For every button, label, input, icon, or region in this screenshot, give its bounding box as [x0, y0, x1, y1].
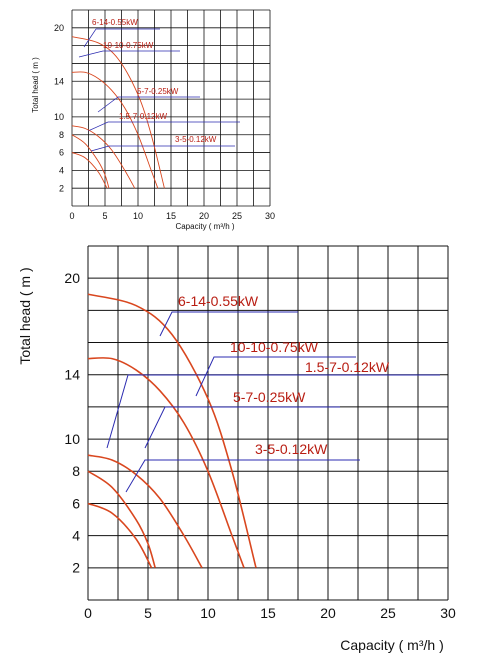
- series-line-3: [71, 125, 136, 189]
- series-label: 5-7-0.25kW: [233, 389, 306, 405]
- x-axis-title: Capacity ( m³/h ): [175, 222, 234, 231]
- series-line-0: [71, 36, 165, 189]
- series-leader-line: [97, 96, 200, 113]
- y-tick-label: 8: [72, 463, 80, 479]
- x-tick-label: 0: [69, 211, 74, 221]
- y-tick-label: 4: [59, 166, 64, 176]
- x-tick-label: 20: [199, 211, 209, 221]
- y-tick-label: 20: [54, 23, 64, 33]
- series-label: 5-7-0.25kW: [137, 87, 179, 96]
- series-line-1: [87, 357, 245, 569]
- y-tick-label: 2: [72, 560, 80, 576]
- x-tick-label: 30: [440, 605, 456, 621]
- x-tick-label: 10: [200, 605, 216, 621]
- series-leader-line: [195, 356, 356, 397]
- x-axis-title: Capacity ( m³/h ): [340, 637, 443, 653]
- series-line-2: [87, 470, 156, 569]
- x-tick-label: 25: [380, 605, 396, 621]
- y-tick-label: 4: [72, 528, 80, 544]
- series-label: 10-10-0.75kW: [103, 41, 154, 50]
- series-leader-line: [90, 145, 235, 152]
- y-axis-title: Total head ( m ): [17, 267, 33, 364]
- x-tick-label: 15: [166, 211, 176, 221]
- y-tick-label: 8: [59, 130, 64, 140]
- series-label: 1.5-7-0.12kW: [305, 359, 390, 375]
- y-tick-label: 20: [64, 270, 80, 286]
- series-leader-line: [159, 311, 298, 337]
- series-line-3: [87, 454, 203, 569]
- x-tick-label: 30: [265, 211, 275, 221]
- y-tick-label: 10: [64, 431, 80, 447]
- y-axis-title: Total head ( m ): [31, 57, 40, 113]
- series-leader-line: [87, 121, 240, 132]
- x-tick-label: 10: [133, 211, 143, 221]
- series-label: 10-10-0.75kW: [230, 339, 319, 355]
- series-leader-line: [83, 28, 160, 48]
- series-label: 1.5-7-0.12kW: [119, 112, 167, 121]
- series-leader-line: [78, 50, 180, 58]
- series-label: 3-5-0.12kW: [255, 441, 328, 457]
- y-tick-label: 6: [59, 148, 64, 158]
- x-tick-label: 5: [102, 211, 107, 221]
- x-tick-label: 20: [320, 605, 336, 621]
- y-tick-label: 6: [72, 495, 80, 511]
- y-tick-label: 10: [54, 112, 64, 122]
- y-tick-label: 14: [64, 367, 80, 383]
- series-line-2: [71, 134, 110, 189]
- y-tick-label: 2: [59, 183, 64, 193]
- x-tick-label: 15: [260, 605, 276, 621]
- y-tick-label: 14: [54, 76, 64, 86]
- series-leader-line: [106, 374, 440, 449]
- series-line-4: [87, 502, 153, 569]
- series-leader-line: [125, 459, 360, 493]
- x-tick-label: 0: [84, 605, 92, 621]
- series-label: 6-14-0.55kW: [92, 18, 138, 27]
- series-line-4: [71, 152, 108, 189]
- series-leader-line: [144, 406, 340, 449]
- series-line-1: [71, 71, 159, 189]
- series-label: 3-5-0.12kW: [175, 135, 217, 144]
- series-line-0: [87, 293, 257, 569]
- x-tick-label: 5: [144, 605, 152, 621]
- x-tick-label: 25: [232, 211, 242, 221]
- series-label: 6-14-0.55kW: [178, 293, 259, 309]
